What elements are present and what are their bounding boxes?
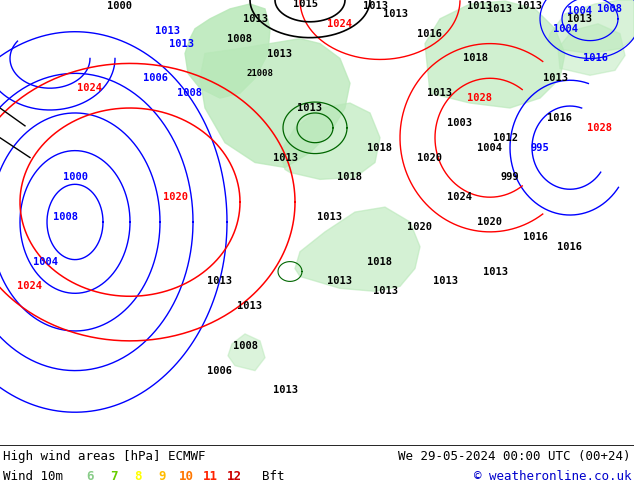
Text: 1013: 1013 <box>169 39 195 49</box>
Text: 1013: 1013 <box>273 152 297 163</box>
Text: 1013: 1013 <box>567 14 593 24</box>
Text: 1013: 1013 <box>155 25 181 36</box>
Text: 1018: 1018 <box>462 53 488 64</box>
Text: 1013: 1013 <box>207 276 233 287</box>
Text: 1013: 1013 <box>482 267 507 276</box>
Polygon shape <box>425 1 565 108</box>
Text: 995: 995 <box>531 143 550 153</box>
Text: 9: 9 <box>158 470 165 484</box>
Text: 1008: 1008 <box>233 341 257 351</box>
Polygon shape <box>228 334 265 370</box>
Text: 1008: 1008 <box>597 4 623 14</box>
Text: 1016: 1016 <box>557 242 583 252</box>
Text: 1015: 1015 <box>292 0 318 9</box>
Text: 1013: 1013 <box>318 212 342 222</box>
Text: 1013: 1013 <box>363 1 387 11</box>
Text: 999: 999 <box>501 172 519 182</box>
Text: 1013: 1013 <box>297 103 323 113</box>
Text: 7: 7 <box>110 470 118 484</box>
Text: 1024: 1024 <box>448 192 472 202</box>
Polygon shape <box>185 4 270 98</box>
Text: 1013: 1013 <box>517 1 543 11</box>
Text: 1013: 1013 <box>467 1 493 11</box>
Text: © weatheronline.co.uk: © weatheronline.co.uk <box>474 470 631 484</box>
Text: 8: 8 <box>134 470 142 484</box>
Text: 1013: 1013 <box>238 301 262 311</box>
Text: 1013: 1013 <box>242 14 268 24</box>
Text: 1004: 1004 <box>477 143 503 153</box>
Text: 1018: 1018 <box>368 143 392 153</box>
Text: We 29-05-2024 00:00 UTC (00+24): We 29-05-2024 00:00 UTC (00+24) <box>399 450 631 464</box>
Text: 11: 11 <box>202 470 217 484</box>
Text: 1006: 1006 <box>143 74 167 83</box>
Text: 1000: 1000 <box>108 1 133 11</box>
Text: 1028: 1028 <box>467 93 493 103</box>
Text: 1000: 1000 <box>63 172 87 182</box>
Polygon shape <box>200 39 350 168</box>
Text: 1013: 1013 <box>382 9 408 19</box>
Text: 6: 6 <box>86 470 94 484</box>
Text: 1024: 1024 <box>18 281 42 292</box>
Text: 1008: 1008 <box>228 34 252 44</box>
Text: 1024: 1024 <box>328 19 353 29</box>
Text: 1013: 1013 <box>273 386 297 395</box>
Text: Wind 10m: Wind 10m <box>3 470 63 484</box>
Text: 1016: 1016 <box>418 29 443 39</box>
Text: 1008: 1008 <box>53 212 77 222</box>
Text: 1004: 1004 <box>567 6 593 16</box>
Polygon shape <box>280 103 380 179</box>
Text: 21008: 21008 <box>247 69 273 78</box>
Text: 1004: 1004 <box>32 257 58 267</box>
Text: 1024: 1024 <box>77 83 103 93</box>
Text: 1004: 1004 <box>552 24 578 34</box>
Polygon shape <box>295 207 420 292</box>
Text: 1006: 1006 <box>207 366 233 376</box>
Text: 1003: 1003 <box>448 118 472 128</box>
Text: 1012: 1012 <box>493 133 517 143</box>
Text: 1020: 1020 <box>408 222 432 232</box>
Polygon shape <box>548 0 634 53</box>
Text: 1018: 1018 <box>337 172 363 182</box>
Text: 1020: 1020 <box>162 192 188 202</box>
Text: 12: 12 <box>226 470 242 484</box>
Text: 1016: 1016 <box>548 113 573 123</box>
Text: 1013: 1013 <box>328 276 353 287</box>
Text: 1020: 1020 <box>418 152 443 163</box>
Text: 1018: 1018 <box>368 257 392 267</box>
Text: 1013: 1013 <box>488 4 512 14</box>
Text: 1013: 1013 <box>373 286 398 296</box>
Text: High wind areas [hPa] ECMWF: High wind areas [hPa] ECMWF <box>3 450 205 464</box>
Text: 1020: 1020 <box>477 217 503 227</box>
Text: 1016: 1016 <box>522 232 548 242</box>
Text: 10: 10 <box>179 470 193 484</box>
Text: Bft: Bft <box>262 470 285 484</box>
Text: 1008: 1008 <box>178 88 202 98</box>
Polygon shape <box>558 24 625 75</box>
Text: 1013: 1013 <box>427 88 453 98</box>
Text: 1028: 1028 <box>588 123 612 133</box>
Text: 1013: 1013 <box>543 74 567 83</box>
Text: 1013: 1013 <box>432 276 458 287</box>
Text: 1016: 1016 <box>583 53 607 64</box>
Text: 1013: 1013 <box>268 49 292 58</box>
